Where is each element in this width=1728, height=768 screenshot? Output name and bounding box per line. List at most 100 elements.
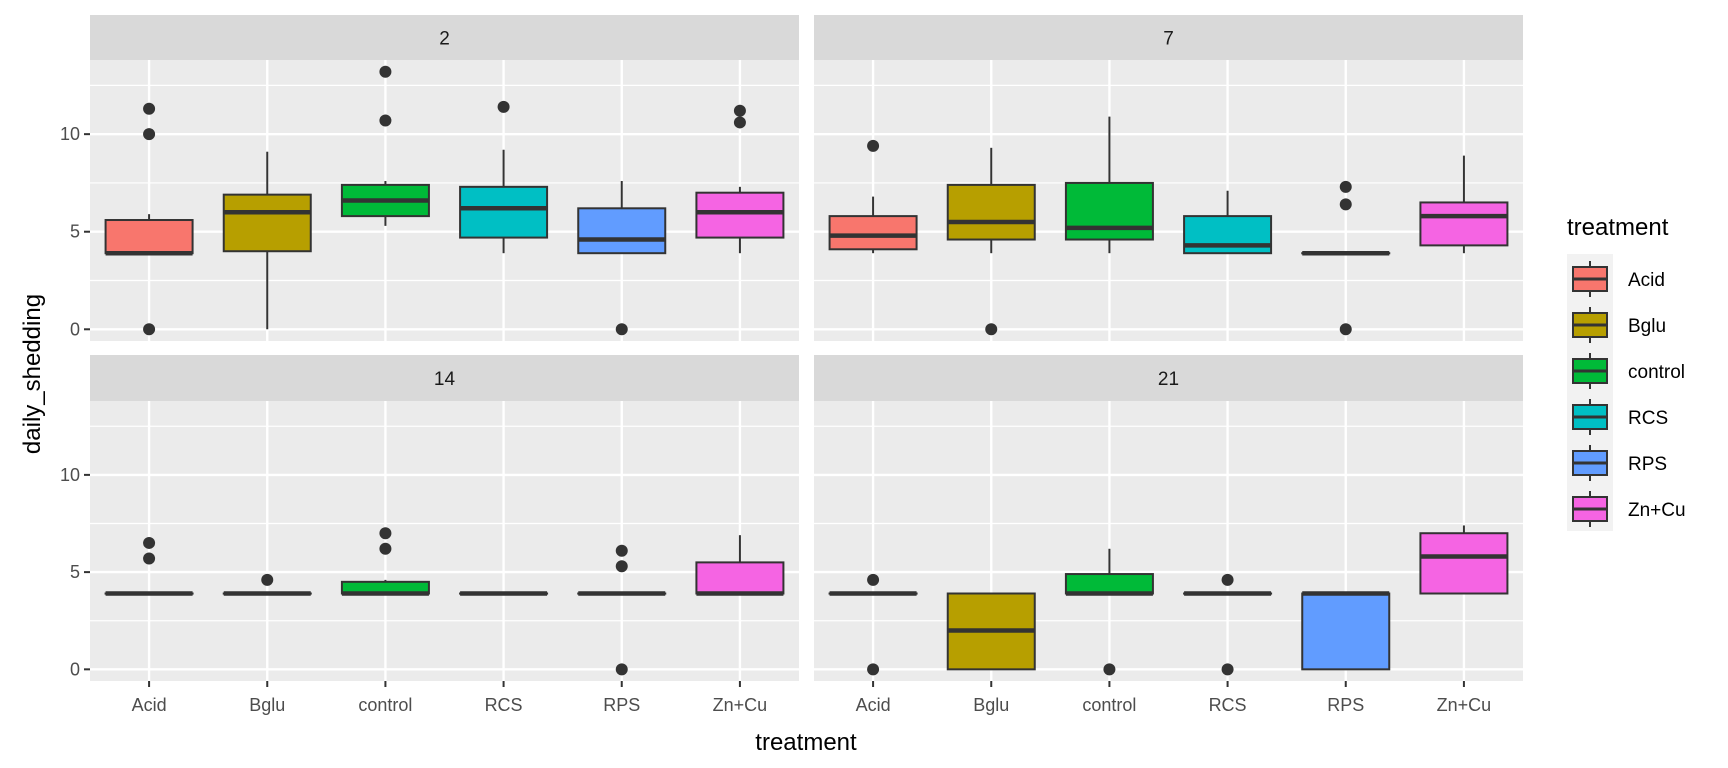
legend-items: Acid Bglu control RCS RPS Zn+Cu [1572,261,1686,527]
outlier-point [497,100,510,113]
outlier-point [733,116,746,129]
outlier-point [615,323,628,336]
facet-strip-label: 21 [1158,369,1179,390]
outlier-point [379,527,392,540]
box-iqr [695,191,785,239]
y-tick-label: 5 [70,562,80,582]
boxplot-acid [828,573,918,676]
outlier-point [985,323,998,336]
x-axis-title: treatment [755,729,857,756]
box-iqr [577,207,667,255]
boxplot-rcs [1183,190,1273,255]
outlier-point [379,65,392,78]
boxplot-bglu [946,592,1036,671]
outlier-point [733,104,746,117]
outlier-point [1339,180,1352,193]
facet-strip [814,355,1523,401]
panel-background [90,60,799,341]
outlier-point [615,544,628,557]
boxplot-rcs [459,100,549,254]
legend-item-acid: Acid [1572,261,1665,297]
boxplot-acid [104,102,194,336]
boxplot-rps [1301,591,1391,671]
outlier-point [867,573,880,586]
outlier-point [143,128,156,141]
outlier-point [1103,663,1116,676]
legend-item-control: control [1572,353,1685,389]
legend: treatment Acid Bglu control RCS RPS Zn+Cu [1567,214,1686,531]
outlier-point [379,114,392,127]
legend-key-background [1567,254,1613,531]
x-tick-label: Acid [856,695,891,715]
outlier-point [143,536,156,549]
outlier-point [1221,663,1234,676]
outlier-point [615,663,628,676]
x-tick-label: RPS [1327,695,1364,715]
box-iqr [1064,573,1154,595]
panel-background [814,60,1523,341]
box-iqr [1064,181,1154,241]
x-tick-label: Zn+Cu [1437,695,1492,715]
boxplot-acid [104,536,194,596]
legend-title: treatment [1567,214,1669,241]
boxplot-rps [1301,180,1391,336]
outlier-point [1221,573,1234,586]
x-tick-label: Bglu [973,695,1009,715]
box-iqr [104,219,194,255]
boxplot-zncu [1419,525,1509,595]
legend-label: Zn+Cu [1628,500,1686,521]
x-tick-label: Zn+Cu [713,695,768,715]
outlier-point [143,323,156,336]
legend-item-rcs: RCS [1572,399,1668,435]
y-tick-label: 0 [70,659,80,679]
boxplot-control [340,527,430,596]
box-iqr [222,193,312,253]
facet-strip-label: 2 [439,29,450,50]
boxplot-bglu [222,151,312,330]
x-tick-label: RPS [603,695,640,715]
box-iqr [828,215,918,251]
boxplot-bglu [946,147,1036,336]
legend-label: RCS [1628,408,1668,429]
boxplot-zncu [695,104,785,254]
outlier-point [1339,323,1352,336]
y-tick-label: 10 [60,465,80,485]
legend-label: control [1628,362,1685,383]
legend-label: Bglu [1628,316,1666,337]
outlier-point [261,573,274,586]
outlier-point [867,139,880,152]
facet-strip-label: 14 [434,369,456,390]
x-tick-label: Acid [132,695,167,715]
boxplot-control [1064,548,1154,676]
boxplot-acid [828,139,918,254]
boxplot-rps [577,180,667,336]
panel-background [90,401,799,681]
box-iqr [1419,532,1509,595]
x-tick-label: Bglu [249,695,285,715]
facet-panel-7: 7 [814,15,1523,341]
outlier-point [379,542,392,555]
facet-strip [814,15,1523,60]
outlier-point [1339,198,1352,211]
box-iqr [459,185,549,239]
x-tick-label: control [1082,695,1136,715]
boxplot-control [1064,116,1154,254]
facet-panel-21: 21 Acid Bglu control RCS RPS Zn+Cu [814,355,1523,715]
facet-strip [90,355,799,401]
outlier-point [867,663,880,676]
legend-label: RPS [1628,454,1667,475]
box-iqr [1301,592,1391,671]
box-iqr [1419,201,1509,247]
y-tick-label: 0 [70,319,80,339]
x-tick-label: RCS [485,695,523,715]
box-iqr [695,561,785,595]
outlier-point [143,552,156,565]
boxplot-zncu [1419,155,1509,254]
boxplot-rps [577,544,667,676]
boxplot-rcs [1183,573,1273,676]
outlier-point [143,102,156,115]
y-tick-label: 5 [70,222,80,242]
boxplot-control [340,65,430,226]
